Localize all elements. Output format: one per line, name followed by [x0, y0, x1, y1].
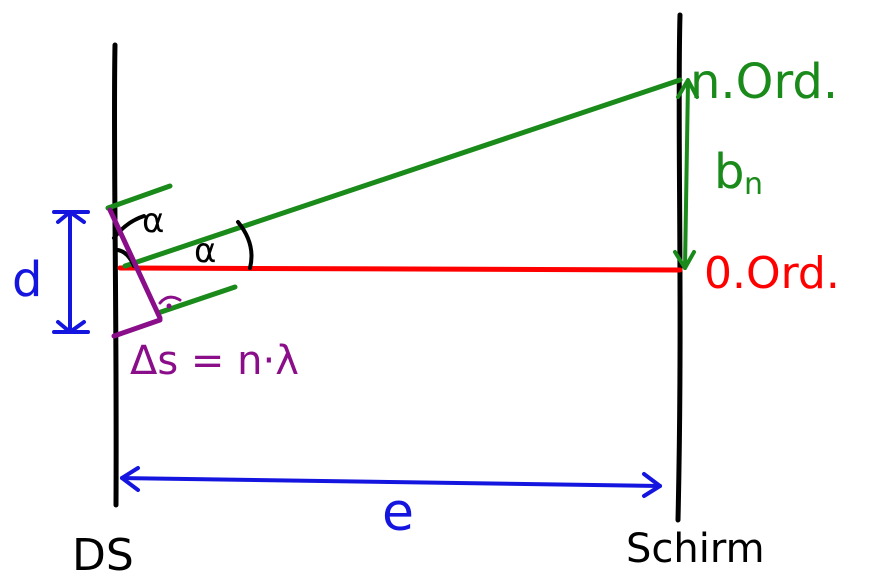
alpha-mid-label: α — [194, 231, 216, 271]
bn-label-subscript: n — [744, 167, 763, 202]
zero-order-line — [117, 265, 683, 273]
e-arrowhead-right — [642, 472, 662, 498]
schirm-label: Schirm — [626, 526, 765, 572]
right-angle-dot — [166, 303, 172, 309]
bn-arrowhead-bottom — [673, 250, 696, 270]
zero-order-label: 0.Ord. — [704, 248, 840, 299]
e-label: e — [382, 483, 414, 543]
right-angle-icon — [158, 295, 182, 305]
alpha-angle-arc-mid — [236, 220, 254, 270]
e-arrowhead-left — [120, 466, 140, 492]
ds-label: DS — [72, 530, 134, 581]
path-difference-line — [107, 207, 163, 321]
alpha-top-label: α — [142, 201, 164, 241]
d-label: d — [12, 252, 42, 308]
screen-line — [675, 12, 683, 523]
double-slit-line — [111, 42, 119, 508]
bn-label-base: b — [714, 144, 744, 200]
n-order-label: n.Ord. — [690, 54, 838, 110]
e-arrow-line — [120, 476, 662, 488]
upper-ray — [105, 183, 173, 211]
delta-s-label: Δs = n·λ — [130, 338, 299, 384]
lower-ray — [155, 284, 238, 316]
middle-ray — [122, 77, 683, 269]
path-difference-base — [111, 317, 163, 339]
bn-arrowhead-top — [676, 78, 699, 99]
bn-arrow-line — [683, 80, 690, 270]
alpha-angle-arc-top — [112, 214, 146, 240]
